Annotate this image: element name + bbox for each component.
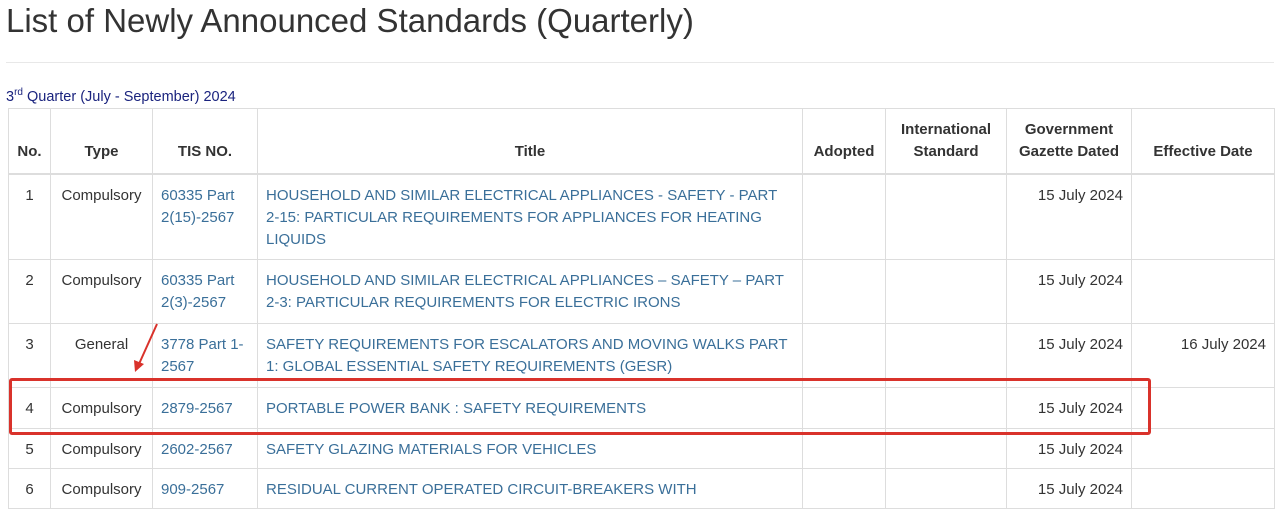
cell-tis: 60335 Part 2(15)-2567 (152, 173, 258, 260)
cell-tis: 60335 Part 2(3)-2567 (152, 258, 258, 324)
column-header: Government Gazette Dated (1006, 108, 1132, 175)
highlight-box (9, 378, 1151, 435)
cell-gazette: 15 July 2024 (1006, 173, 1132, 260)
cell-adopted (802, 322, 886, 388)
column-header: Effective Date (1131, 108, 1275, 175)
cell-gazette: 15 July 2024 (1006, 386, 1132, 429)
cell-adopted (802, 258, 886, 324)
cell-no: 6 (8, 467, 51, 509)
tis-link[interactable]: 60335 Part 2(3)-2567 (161, 271, 235, 311)
title-link[interactable]: PORTABLE POWER BANK : SAFETY REQUIREMENT… (266, 399, 647, 417)
cell-adopted (802, 173, 886, 260)
cell-title: HOUSEHOLD AND SIMILAR ELECTRICAL APPLIAN… (257, 173, 803, 260)
quarter-suffix: rd (14, 87, 23, 98)
cell-effective (1131, 173, 1275, 260)
cell-title: HOUSEHOLD AND SIMILAR ELECTRICAL APPLIAN… (257, 258, 803, 324)
column-header: International Standard (885, 108, 1007, 175)
cell-intl (885, 467, 1007, 509)
title-link[interactable]: RESIDUAL CURRENT OPERATED CIRCUIT-BREAKE… (266, 480, 697, 498)
divider (6, 62, 1274, 63)
column-header: Type (50, 108, 153, 175)
cell-title: SAFETY REQUIREMENTS FOR ESCALATORS AND M… (257, 322, 803, 388)
cell-type: Compulsory (50, 467, 153, 509)
tis-link[interactable]: 2879-2567 (161, 399, 233, 417)
cell-title: RESIDUAL CURRENT OPERATED CIRCUIT-BREAKE… (257, 467, 803, 509)
column-header: TIS NO. (152, 108, 258, 175)
tis-link[interactable]: 3778 Part 1-2567 (161, 335, 244, 375)
cell-effective (1131, 258, 1275, 324)
quarter-ordinal: 3 (6, 88, 15, 105)
cell-gazette: 15 July 2024 (1006, 467, 1132, 509)
cell-effective (1131, 427, 1275, 469)
arrow-annotation-icon (134, 323, 158, 372)
cell-type: Compulsory (50, 386, 153, 429)
column-header: Title (257, 108, 803, 175)
cell-intl (885, 258, 1007, 324)
tis-link[interactable]: 2602-2567 (161, 440, 233, 458)
title-link[interactable]: HOUSEHOLD AND SIMILAR ELECTRICAL APPLIAN… (266, 187, 777, 248)
table-row: 1 Compulsory 60335 Part 2(15)-2567 HOUSEHOL… (8, 173, 1275, 260)
title-link[interactable]: HOUSEHOLD AND SIMILAR ELECTRICAL APPLIAN… (266, 271, 784, 311)
title-link[interactable]: SAFETY GLAZING MATERIALS FOR VEHICLES (266, 440, 597, 458)
tis-link[interactable]: 909-2567 (161, 480, 225, 498)
cell-tis: 909-2567 (152, 467, 258, 509)
cell-type: Compulsory (50, 173, 153, 260)
cell-gazette: 15 July 2024 (1006, 322, 1132, 388)
title-link[interactable]: SAFETY REQUIREMENTS FOR ESCALATORS AND M… (266, 335, 788, 375)
cell-effective (1131, 467, 1275, 509)
cell-intl (885, 322, 1007, 388)
cell-type: Compulsory (50, 258, 153, 324)
cell-no: 1 (8, 173, 51, 260)
cell-effective: 16 July 2024 (1131, 322, 1275, 388)
cell-intl (885, 173, 1007, 260)
column-header: No. (8, 108, 51, 175)
table-row: 2 Compulsory 60335 Part 2(3)-2567 HOUSEHOLD… (8, 258, 1275, 324)
quarter-text: Quarter (July - September) 2024 (22, 88, 236, 105)
column-header: Adopted (802, 108, 886, 175)
cell-no: 2 (8, 258, 51, 324)
table-row: 6 Compulsory 909-2567 RESIDUAL CURRENT OPER… (8, 467, 1275, 509)
quarter-heading: 3rd Quarter (July - September) 2024 (6, 87, 236, 105)
cell-gazette: 15 July 2024 (1006, 258, 1132, 324)
cell-no: 3 (8, 322, 51, 388)
page-title: List of Newly Announced Standards (Quart… (6, 2, 694, 39)
cell-adopted (802, 467, 886, 509)
table-row: 3 General 3778 Part 1-2567 SAFETY REQUIREME… (8, 322, 1275, 388)
cell-effective (1131, 386, 1275, 429)
standards-table: No. Type TIS NO. Title Adopted International … (8, 108, 1275, 509)
cell-tis: 2879-2567 (152, 386, 258, 429)
tis-link[interactable]: 60335 Part 2(15)-2567 (161, 187, 235, 226)
